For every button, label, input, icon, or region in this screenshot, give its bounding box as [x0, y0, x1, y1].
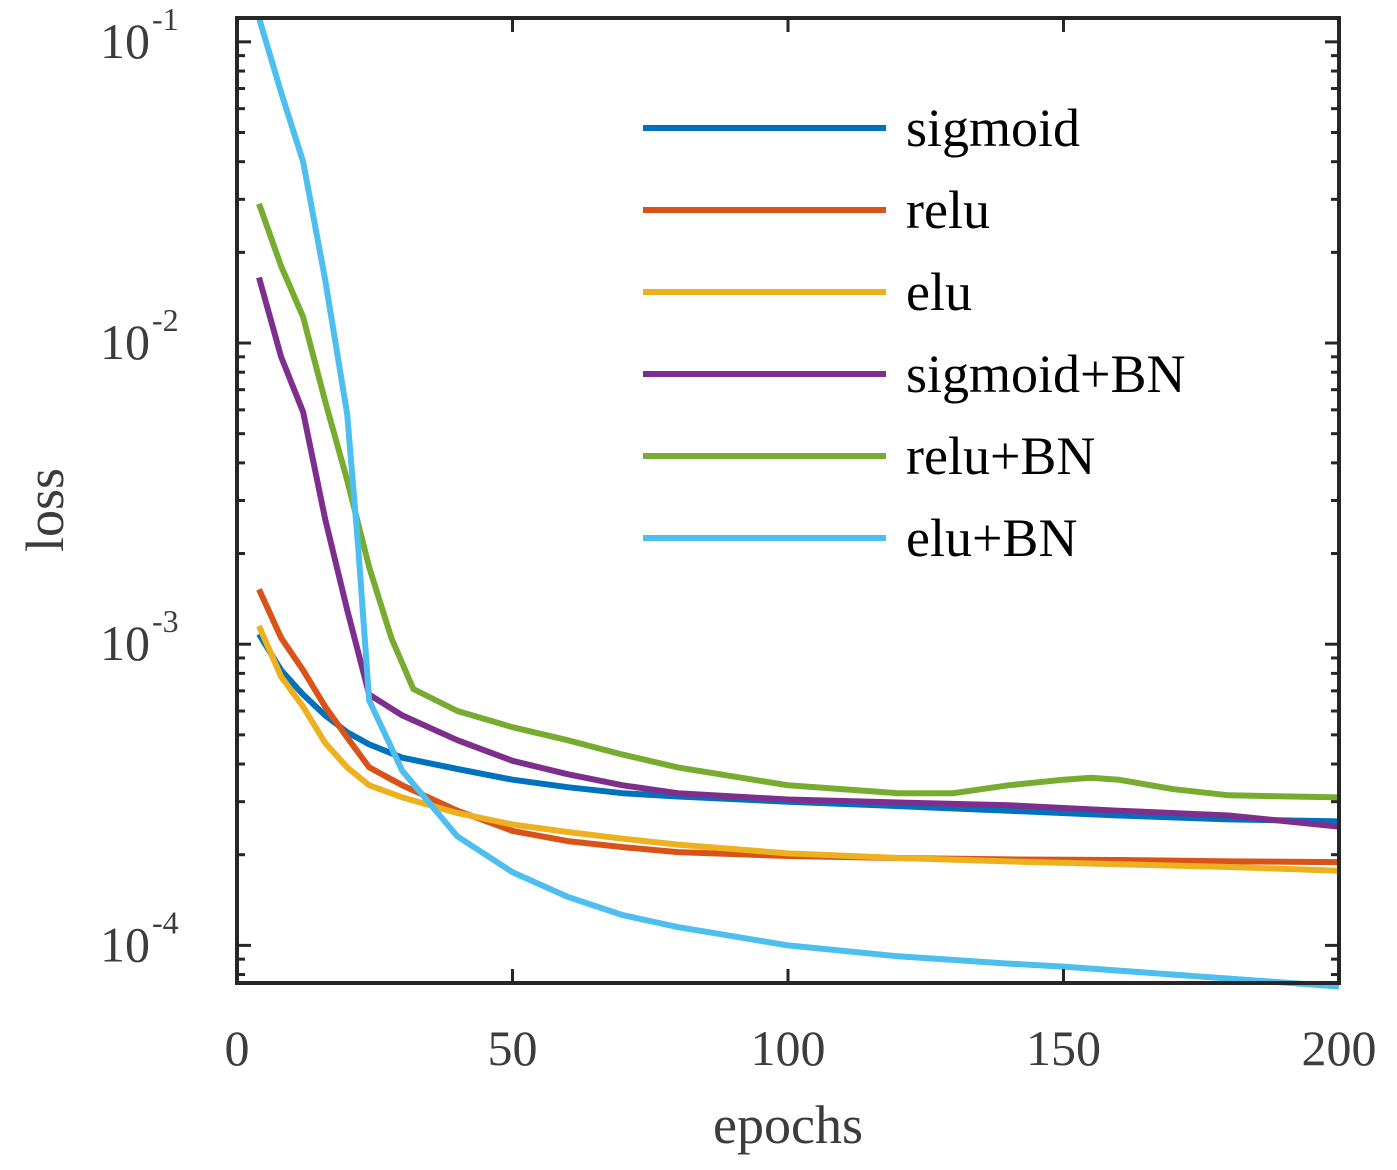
x-tick-label: 0	[225, 1020, 250, 1076]
y-tick-label: 10	[100, 314, 150, 370]
series-line-elu	[256, 624, 1340, 874]
legend-label-relu: relu	[906, 180, 990, 240]
legend-label-elu-plus-bn: elu+BN	[906, 508, 1077, 568]
x-axis-label: epochs	[713, 1095, 863, 1155]
y-tick-exponent: -3	[152, 603, 179, 639]
series-line-sigmoid-plus-bn	[256, 276, 1340, 830]
series-line-elu-plus-bn	[256, 17, 1340, 990]
x-tick-label: 150	[1026, 1020, 1101, 1076]
x-tick-label: 50	[488, 1020, 538, 1076]
series-layer	[256, 17, 1340, 990]
y-tick-exponent: -2	[152, 302, 179, 338]
legend: sigmoid relu elu sigmoid+BN relu+BN elu+BN	[643, 98, 1186, 568]
y-axis-label: loss	[15, 468, 75, 552]
y-tick-exponent: -4	[152, 904, 179, 940]
series-line-relu-plus-bn	[256, 202, 1340, 801]
series-line-sigmoid	[256, 632, 1340, 825]
legend-label-sigmoid: sigmoid	[906, 98, 1080, 158]
y-tick-label: 10	[100, 916, 150, 972]
y-tick-label: 10	[100, 615, 150, 671]
legend-label-sigmoid-plus-bn: sigmoid+BN	[906, 344, 1186, 404]
x-tick-label: 100	[751, 1020, 826, 1076]
y-tick-exponent: -1	[152, 1, 179, 37]
legend-label-relu-plus-bn: relu+BN	[906, 426, 1095, 486]
x-tick-label: 200	[1302, 1020, 1377, 1076]
axes-box	[235, 16, 1341, 985]
y-tick-label: 10	[100, 13, 150, 69]
legend-label-elu: elu	[906, 262, 972, 322]
